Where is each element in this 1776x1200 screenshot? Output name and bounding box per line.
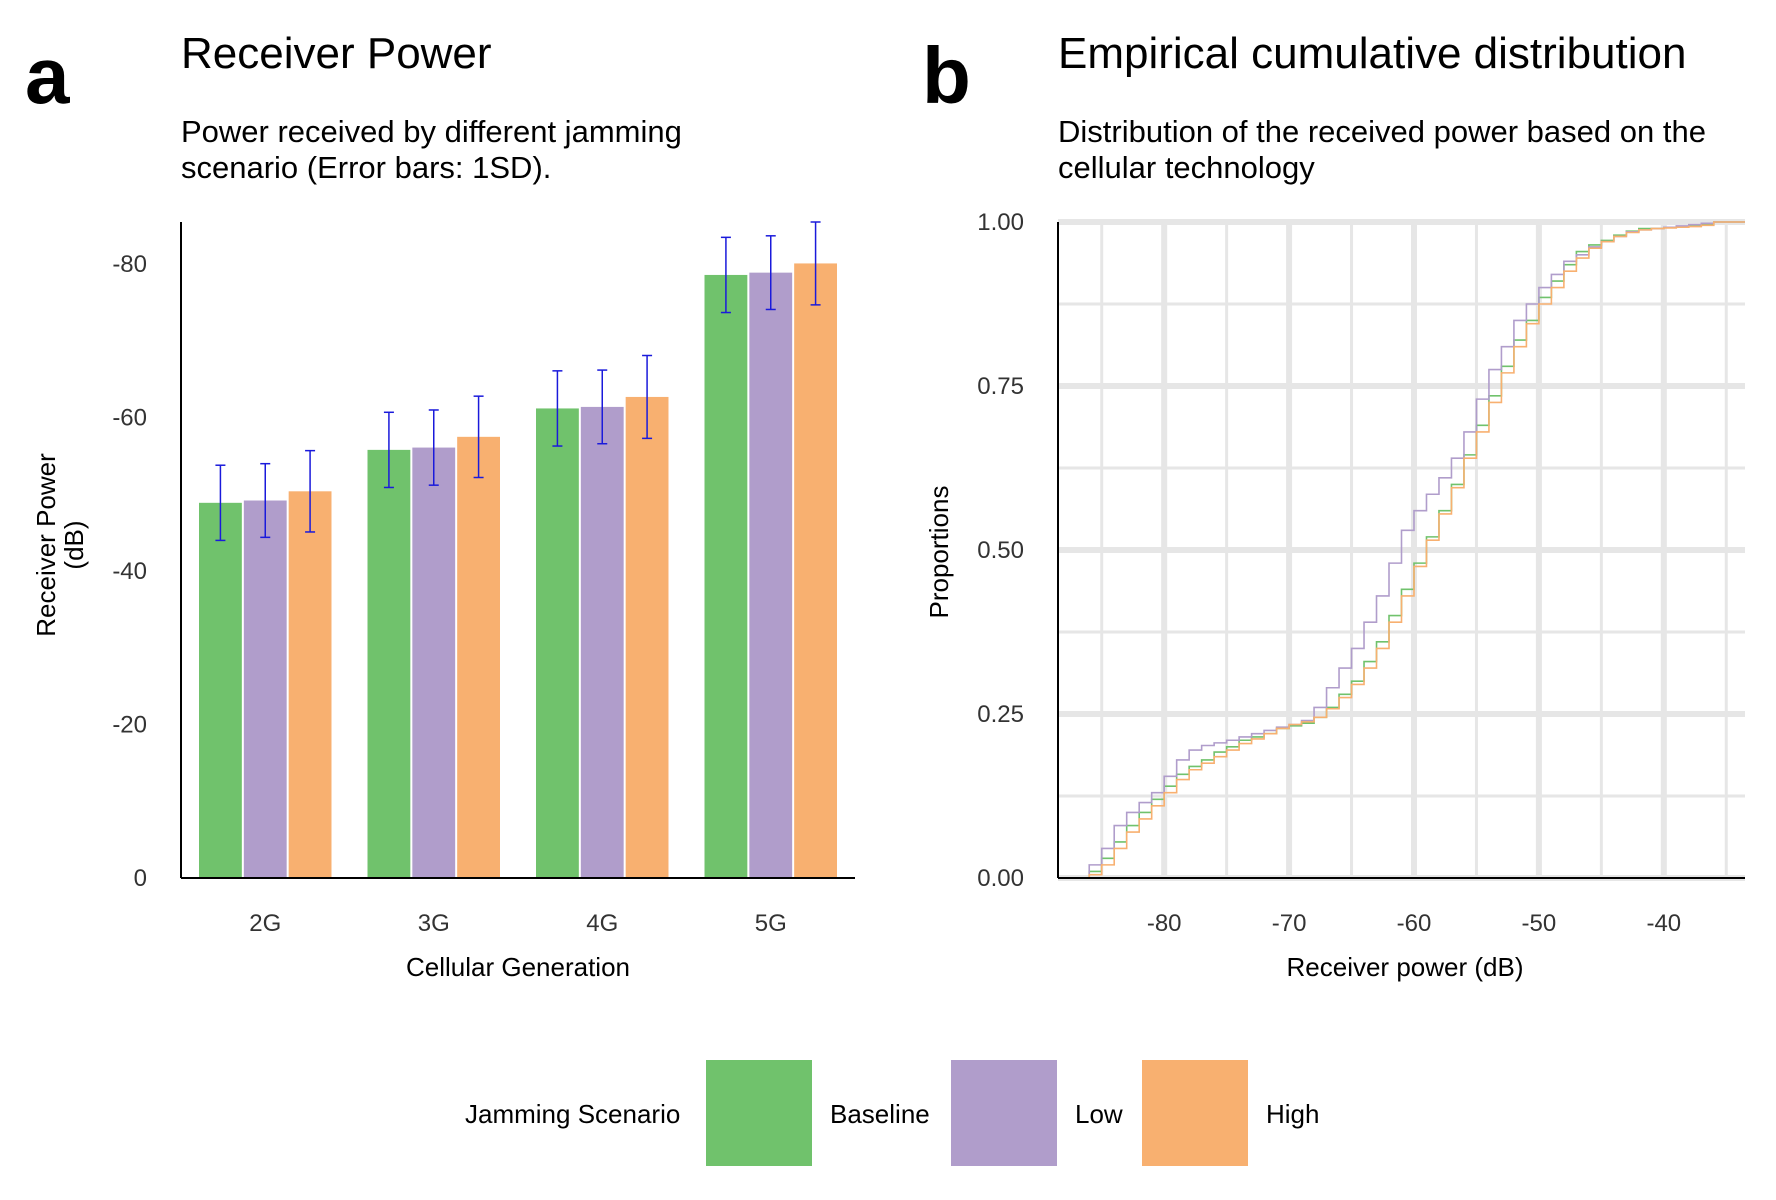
ecdf-x-tick-label: -40: [1646, 910, 1681, 937]
bar-high-5g: [794, 263, 837, 878]
ecdf-chart-title: Empirical cumulative distribution: [1058, 29, 1686, 78]
bar-x-tick-label-3g: 3G: [418, 910, 450, 937]
legend-label-high: High: [1266, 1099, 1319, 1129]
ecdf-line-high: [1076, 221, 1745, 879]
bar-x-tick-label-4g: 4G: [586, 910, 618, 937]
bar-chart-x-axis-label: Cellular Generation: [406, 952, 630, 982]
bar-baseline-3g: [367, 449, 411, 878]
ecdf-x-tick-label: -80: [1147, 910, 1182, 937]
bar-low-4g: [580, 406, 624, 878]
bar-chart-plot-area: 0 -20 -40 -60 -80 2G 3G 4G 5G: [112, 221, 855, 937]
legend-swatch-baseline: [706, 1060, 812, 1166]
ecdf-chart-y-axis-label: Proportions: [924, 486, 954, 619]
ecdf-chart-subtitle-line2: cellular technology: [1058, 150, 1315, 185]
ecdf-chart-subtitle-line1: Distribution of the received power based…: [1058, 114, 1706, 149]
bar-y-tick-label: -80: [112, 251, 147, 278]
ecdf-x-tick-label: -50: [1522, 910, 1557, 937]
bar-chart-subtitle-line1: Power received by different jamming: [181, 114, 682, 149]
bar-chart-y-axis-label: Receiver Power (dB): [31, 453, 89, 637]
bar-y-tick-label: -40: [112, 558, 147, 585]
bar-y-tick-label: -60: [112, 405, 147, 432]
ecdf-y-tick-label: 0.75: [977, 373, 1024, 400]
bar-ylabel-line1: Receiver Power: [31, 453, 61, 637]
bar-ylabel-line2: (dB): [59, 520, 89, 569]
bar-low-5g: [749, 272, 793, 878]
ecdf-y-tick-label: 0.25: [977, 701, 1024, 728]
bar-baseline-2g: [199, 502, 242, 878]
bar-x-tick-label-2g: 2G: [249, 910, 281, 937]
panel-a-letter: a: [25, 31, 70, 120]
bar-x-tick-label-5g: 5G: [755, 910, 787, 937]
bar-chart-subtitle-line2: scenario (Error bars: 1SD).: [181, 150, 551, 185]
bar-y-tick-label: 0: [134, 865, 147, 892]
ecdf-y-tick-label: 0.00: [977, 865, 1024, 892]
ecdf-x-tick-label: -70: [1272, 910, 1307, 937]
legend-swatch-high: [1142, 1060, 1248, 1166]
ecdf-x-tick-label: -60: [1397, 910, 1432, 937]
bar-low-2g: [243, 500, 287, 878]
legend-title: Jamming Scenario: [465, 1099, 680, 1129]
bar-baseline-4g: [536, 408, 579, 878]
bar-low-3g: [412, 447, 456, 878]
bar-high-3g: [457, 436, 500, 878]
ecdf-chart-x-axis-label: Receiver power (dB): [1287, 952, 1524, 982]
ecdf-chart-plot-area: 0.00 0.25 0.50 0.75 1.00 -80 -70 -60 -50 -40: [977, 209, 1745, 937]
panel-b-letter: b: [922, 31, 971, 120]
bar-high-4g: [625, 396, 669, 878]
bar-chart-title: Receiver Power: [181, 29, 492, 78]
ecdf-y-tick-label: 0.50: [977, 537, 1024, 564]
legend-label-low: Low: [1075, 1099, 1123, 1129]
legend-label-baseline: Baseline: [830, 1099, 930, 1129]
bar-high-2g: [288, 491, 332, 878]
ecdf-y-tick-label: 1.00: [977, 209, 1024, 236]
legend-swatch-low: [951, 1060, 1057, 1166]
legend: Jamming Scenario Baseline Low High: [465, 1060, 1319, 1166]
bar-baseline-5g: [704, 274, 748, 879]
bar-y-tick-label: -20: [112, 712, 147, 739]
